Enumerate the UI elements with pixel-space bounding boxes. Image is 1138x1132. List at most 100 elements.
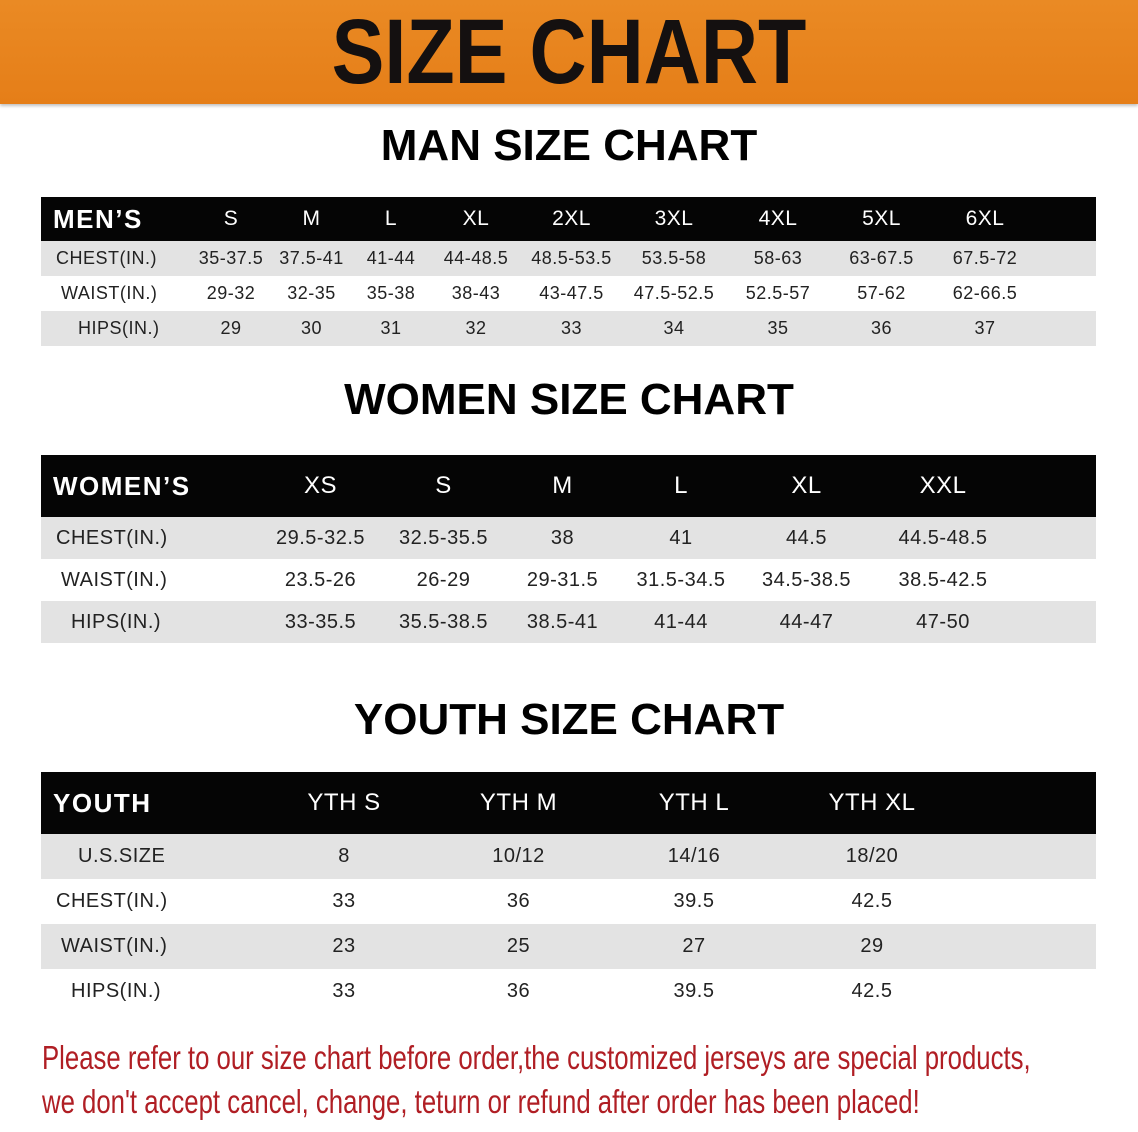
measurement-cell: 31 <box>380 318 402 338</box>
table-row: CHEST(IN.) 33 36 39.5 42.5 <box>41 879 1096 924</box>
table-header-row: YOUTH YTH S YTH M YTH L YTH XL <box>41 772 1096 834</box>
measurement-cell: 41-44 <box>366 248 416 268</box>
measurement-cell: 32-35 <box>287 283 336 303</box>
measurement-cell: 58-63 <box>753 248 803 268</box>
men-size-table: MEN’S S M L XL 2XL 3XL 4XL 5XL 6XL CHEST(IN.) 35-37… <box>41 197 1096 346</box>
size-header: YTH M <box>479 789 558 816</box>
measurement-cell: 18/20 <box>845 845 899 867</box>
size-header: S <box>223 207 239 230</box>
row-label: WAIST(IN.) <box>61 935 168 957</box>
table-row: WAIST(IN.) 29-32 32-35 35-38 38-43 43-47.5 47.… <box>41 276 1096 311</box>
measurement-cell: 35 <box>767 318 789 338</box>
table-row: CHEST(IN.) 35-37.5 37.5-41 41-44 44-48.5 48.5… <box>41 241 1096 276</box>
row-label: HIPS(IN.) <box>78 318 160 338</box>
youth-size-table: YOUTH YTH S YTH M YTH L YTH XL U.S.SIZE 8 10/12… <box>41 772 1096 1014</box>
measurement-cell: 41-44 <box>654 610 708 633</box>
table-row: HIPS(IN.) 29 30 31 32 33 34 35 36 37 <box>41 311 1096 346</box>
measurement-cell: 35-38 <box>366 283 416 303</box>
women-size-table: WOMEN’S XS S M L XL XXL CHEST(IN.) 29.5-32.5 32.5… <box>41 455 1096 643</box>
table-header-row: WOMEN’S XS S M L XL XXL <box>41 455 1096 517</box>
size-header: YTH S <box>307 789 381 816</box>
size-header: YTH XL <box>828 789 916 816</box>
size-header: S <box>435 472 452 499</box>
measurement-cell: 48.5-53.5 <box>531 248 612 268</box>
measurement-cell: 38-43 <box>451 283 501 303</box>
measurement-cell: 36 <box>506 980 531 1002</box>
size-header: M <box>552 472 573 499</box>
table-row: WAIST(IN.) 23.5-26 26-29 29-31.5 31.5-34.5 34… <box>41 559 1096 601</box>
row-label: HIPS(IN.) <box>71 610 162 633</box>
measurement-cell: 52.5-57 <box>745 283 811 303</box>
notice-line-1: Please refer to our size chart before or… <box>42 1039 1031 1076</box>
measurement-cell: 32 <box>465 318 487 338</box>
measurement-cell: 47-50 <box>916 610 970 633</box>
row-label: U.S.SIZE <box>78 845 166 867</box>
measurement-cell: 36 <box>870 318 893 338</box>
table-header-label: MEN’S <box>53 203 143 234</box>
table-header-label: WOMEN’S <box>53 470 191 501</box>
measurement-cell: 67.5-72 <box>952 248 1018 268</box>
measurement-cell: 31.5-34.5 <box>636 568 726 591</box>
measurement-cell: 23 <box>332 935 356 957</box>
measurement-cell: 37.5-41 <box>279 248 344 268</box>
measurement-cell: 10/12 <box>492 845 545 867</box>
size-header: XXL <box>919 472 967 499</box>
size-header: 5XL <box>862 207 901 230</box>
size-header: YTH L <box>658 789 730 816</box>
table-row: U.S.SIZE 8 10/12 14/16 18/20 <box>41 834 1096 879</box>
size-header: XS <box>303 472 337 499</box>
measurement-cell: 33 <box>560 318 583 338</box>
measurement-cell: 44-48.5 <box>443 248 509 268</box>
measurement-cell: 42.5 <box>851 890 893 912</box>
table-row: HIPS(IN.) 33-35.5 35.5-38.5 38.5-41 41-44 44-… <box>41 601 1096 643</box>
measurement-cell: 29.5-32.5 <box>275 526 365 549</box>
measurement-cell: 35.5-38.5 <box>398 610 488 633</box>
measurement-cell: 29-31.5 <box>526 568 599 591</box>
row-label: CHEST(IN.) <box>56 526 168 549</box>
notice-line-2: we don't accept cancel, change, teturn o… <box>42 1083 920 1120</box>
women-section-title: WOMEN SIZE CHART <box>344 375 794 424</box>
row-label: HIPS(IN.) <box>71 980 162 1002</box>
row-label: CHEST(IN.) <box>56 890 168 912</box>
size-header: XL <box>791 472 822 499</box>
measurement-cell: 53.5-58 <box>641 248 707 268</box>
table-row: HIPS(IN.) 33 36 39.5 42.5 <box>41 969 1096 1014</box>
measurement-cell: 27 <box>682 935 706 957</box>
measurement-cell: 8 <box>338 845 350 867</box>
order-notice: Please refer to our size chart before or… <box>42 1036 1031 1124</box>
table-header-row: MEN’S S M L XL 2XL 3XL 4XL 5XL 6XL <box>41 197 1096 241</box>
measurement-cell: 44-47 <box>779 610 834 633</box>
size-header: XL <box>462 207 490 230</box>
measurement-cell: 37 <box>974 318 996 338</box>
size-header: L <box>674 472 688 499</box>
size-header: 2XL <box>552 207 591 230</box>
men-section-title: MAN SIZE CHART <box>380 121 758 170</box>
measurement-cell: 33 <box>332 980 356 1002</box>
banner: SIZE CHART <box>0 0 1138 104</box>
table-row: WAIST(IN.) 23 25 27 29 <box>41 924 1096 969</box>
measurement-cell: 30 <box>300 318 323 338</box>
row-label: CHEST(IN.) <box>56 248 157 268</box>
measurement-cell: 39.5 <box>673 890 715 912</box>
measurement-cell: 32.5-35.5 <box>398 526 488 549</box>
table-header-label: YOUTH <box>53 787 152 818</box>
measurement-cell: 38.5-42.5 <box>898 568 988 591</box>
measurement-cell: 44.5-48.5 <box>898 526 988 549</box>
measurement-cell: 38.5-41 <box>526 610 599 633</box>
size-header: L <box>384 207 398 230</box>
measurement-cell: 44.5 <box>786 526 827 549</box>
measurement-cell: 42.5 <box>851 980 893 1002</box>
size-header: 4XL <box>758 207 798 230</box>
measurement-cell: 29 <box>860 935 884 957</box>
measurement-cell: 33 <box>332 890 356 912</box>
measurement-cell: 62-66.5 <box>952 283 1018 303</box>
measurement-cell: 23.5-26 <box>284 568 357 591</box>
measurement-cell: 47.5-52.5 <box>633 283 715 303</box>
size-header: 6XL <box>965 207 1005 230</box>
measurement-cell: 29-32 <box>206 283 256 303</box>
size-header: 3XL <box>654 207 694 230</box>
measurement-cell: 39.5 <box>673 980 715 1002</box>
measurement-cell: 33-35.5 <box>284 610 357 633</box>
measurement-cell: 25 <box>506 935 531 957</box>
